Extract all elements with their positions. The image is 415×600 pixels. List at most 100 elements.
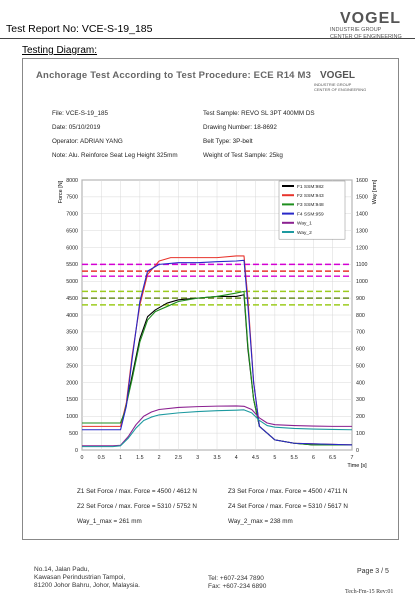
inner-vogel-logo: VOGEL xyxy=(320,70,356,81)
legend-label: F1 SSM:982 xyxy=(297,184,324,190)
page-number: Page 3 / 5 xyxy=(357,568,389,575)
x-axis-label: Time [s] xyxy=(347,463,367,469)
x-tick-label: 6 xyxy=(312,455,315,461)
reference-lines xyxy=(82,263,352,306)
x-tick-label: 6.5 xyxy=(329,455,336,461)
summary-z1: Z1 Set Force / max. Force = 4500 / 4612 … xyxy=(77,488,197,495)
y2-tick-label: 500 xyxy=(356,363,365,369)
info-date: Date: 05/10/2019 xyxy=(52,124,101,131)
x-tick-label: 4 xyxy=(235,455,238,461)
info-belt: Belt Type: 3P-belt xyxy=(203,138,253,145)
summary-z3: Z3 Set Force / max. Force = 4500 / 4711 … xyxy=(228,488,348,495)
y-tick-label: 2500 xyxy=(66,363,78,369)
address-line-1: No.14, Jalan Padu, xyxy=(34,566,90,573)
diagram-frame xyxy=(22,58,399,540)
y2-tick-label: 200 xyxy=(356,414,365,420)
y-tick-label: 7500 xyxy=(66,195,78,201)
legend-label: Way_1 xyxy=(297,221,312,227)
y2-tick-label: 900 xyxy=(356,296,365,302)
info-file: File: VCE-S-19_185 xyxy=(52,110,108,117)
logo-subtitle-2: CENTER OF ENGINEERING xyxy=(330,34,402,40)
x-tick-label: 5.5 xyxy=(290,455,297,461)
y-tick-label: 0 xyxy=(75,448,78,454)
x-tick-label: 0 xyxy=(81,455,84,461)
address-line-2: Kawasan Perindustrian Tampoi, xyxy=(34,574,126,581)
y2-tick-label: 1000 xyxy=(356,279,368,285)
summary-way2: Way_2_max = 238 mm xyxy=(228,518,293,525)
x-tick-label: 2 xyxy=(158,455,161,461)
chart-legend: F1 SSM:982 F2 SSM:943 F3 SSM:948 F4 SSM:959… xyxy=(278,180,346,240)
report-title: Test Report No: VCE-S-19_185 xyxy=(6,23,153,35)
footer-contact: Tel: +607-234 7890 Fax: +607-234 6890 xyxy=(208,575,266,591)
x-tick-label: 0.5 xyxy=(98,455,105,461)
x-tick-label: 1 xyxy=(119,455,122,461)
summary-z4: Z4 Set Force / max. Force = 5310 / 5617 … xyxy=(228,503,348,510)
tick-labels: 0 0.5 1 1.5 2 2.5 3 3.5 4 4.5 5 5.5 6 6.5 705001000150… xyxy=(66,178,368,461)
legend-label: Way_2 xyxy=(297,230,312,236)
legend-label: F3 SSM:948 xyxy=(297,202,324,208)
y2-tick-label: 400 xyxy=(356,380,365,386)
y2-tick-label: 1500 xyxy=(356,195,368,201)
force-way-chart: 0 0.5 1 1.5 2 2.5 3 3.5 4 4.5 5 5.5 6 6.5 705001000150… xyxy=(58,178,378,469)
y2-tick-label: 600 xyxy=(356,347,365,353)
x-tick-label: 1.5 xyxy=(136,455,143,461)
info-drawing: Drawing Number: 18-8692 xyxy=(203,124,277,131)
series-line-way-2 xyxy=(82,409,353,448)
x-tick-label: 3.5 xyxy=(213,455,220,461)
legend-label: F2 SSM:943 xyxy=(297,193,324,199)
y-tick-label: 500 xyxy=(69,431,78,437)
series-line-way-1 xyxy=(82,405,352,447)
info-sample: Test Sample: REVO SL 3PT 400MM DS xyxy=(203,110,315,117)
y2-tick-label: 0 xyxy=(356,448,359,454)
y2-tick-label: 100 xyxy=(356,431,365,437)
y-tick-label: 2000 xyxy=(66,380,78,386)
info-operator: Operator: ADRIAN YANG xyxy=(52,138,123,145)
y-tick-label: 8000 xyxy=(66,178,78,184)
series-line-f4-ssm-959 xyxy=(82,259,353,446)
y2-tick-label: 700 xyxy=(356,330,365,336)
footer-fax: Fax: +607-234 6890 xyxy=(208,583,267,590)
y2-tick-label: 1100 xyxy=(356,262,367,268)
y2-tick-label: 300 xyxy=(356,397,365,403)
y-tick-label: 3000 xyxy=(66,347,78,353)
footer-tel: Tel: +607-234 7890 xyxy=(208,575,264,582)
logo-subtitle-1: INDUSTRIE GROUP xyxy=(330,27,382,33)
y2-tick-label: 1600 xyxy=(356,178,368,184)
y2-tick-label: 1400 xyxy=(356,212,368,218)
header-divider xyxy=(0,38,415,39)
inner-logo-subtitle-1: INDUSTRIE GROUP xyxy=(314,82,352,87)
y2-tick-label: 800 xyxy=(356,313,365,319)
x-tick-label: 4.5 xyxy=(252,455,259,461)
y-axis-label: Force [N] xyxy=(58,180,64,203)
x-tick-label: 2.5 xyxy=(175,455,182,461)
x-tick-label: 3 xyxy=(196,455,199,461)
x-tick-label: 7 xyxy=(351,455,354,461)
y2-tick-label: 1300 xyxy=(356,228,368,234)
y-tick-label: 4000 xyxy=(66,313,78,319)
series-lines xyxy=(82,255,353,448)
chart-title: Anchorage Test According to Test Procedu… xyxy=(36,70,312,81)
x-tick-label: 5 xyxy=(273,455,276,461)
y-tick-label: 3500 xyxy=(66,330,78,336)
legend-box xyxy=(278,180,346,240)
y2-axis-label: Way [mm] xyxy=(372,179,378,204)
y-tick-label: 5500 xyxy=(66,262,78,268)
y-tick-label: 1500 xyxy=(66,397,78,403)
y-tick-label: 7000 xyxy=(66,212,78,218)
address-line-3: 81200 Johor Bahru, Johor, Malaysia. xyxy=(34,582,140,589)
y-tick-label: 1000 xyxy=(66,414,78,420)
y-tick-label: 5000 xyxy=(66,279,78,285)
summary-z2: Z2 Set Force / max. Force = 5310 / 5752 … xyxy=(77,503,197,510)
form-code: Tech-Fm-15 Rev:01 xyxy=(345,589,394,595)
info-note: Note: Alu. Reinforce Seat Leg Height 325… xyxy=(52,152,178,159)
y2-tick-label: 1200 xyxy=(356,245,368,251)
vogel-logo: VOGEL xyxy=(340,10,402,27)
y-tick-label: 4500 xyxy=(66,296,78,302)
inner-logo-subtitle-2: CENTER OF ENGINEERING xyxy=(314,87,367,92)
summary-way1: Way_1_max = 261 mm xyxy=(77,518,142,525)
info-weight: Weight of Test Sample: 25kg xyxy=(203,152,283,159)
section-label: Testing Diagram: xyxy=(22,45,98,56)
legend-label: F4 SSM:959 xyxy=(297,211,324,217)
y-tick-label: 6500 xyxy=(66,228,78,234)
footer-address: No.14, Jalan Padu, Kawasan Perindustrian… xyxy=(34,566,140,590)
